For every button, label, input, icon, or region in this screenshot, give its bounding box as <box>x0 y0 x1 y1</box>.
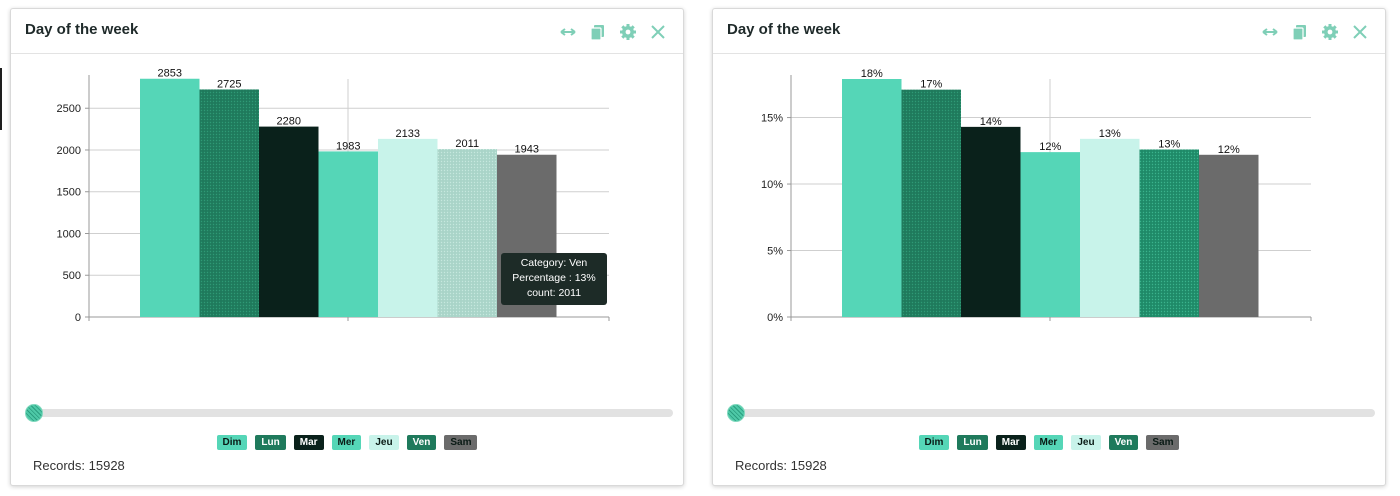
legend-item-mer[interactable]: Mer <box>331 435 362 450</box>
bar-value-label: 2853 <box>158 68 182 80</box>
expand-horizontal-icon[interactable] <box>557 21 579 43</box>
slider-track[interactable] <box>731 409 1375 417</box>
bar-dim[interactable] <box>140 78 200 317</box>
bar-value-label: 2133 <box>396 128 420 140</box>
y-tick-label: 0% <box>767 312 783 323</box>
bar-jeu[interactable] <box>1080 138 1140 317</box>
tooltip-percentage: Percentage : 13% <box>512 272 596 284</box>
legend-item-mar[interactable]: Mar <box>293 435 324 450</box>
expand-horizontal-icon[interactable] <box>1259 21 1281 43</box>
records-count: Records: 15928 <box>33 458 125 473</box>
legend-item-mer[interactable]: Mer <box>1033 435 1064 450</box>
legend-item-sam[interactable]: Sam <box>1146 435 1180 450</box>
bar-value-label: 2011 <box>455 138 479 150</box>
legend-item-lun[interactable]: Lun <box>255 435 286 450</box>
tooltip-category: Category: Ven <box>520 257 588 269</box>
slider-handle[interactable] <box>727 404 745 422</box>
bar-value-label: 12% <box>1218 144 1240 156</box>
panel-toolbar <box>557 21 669 43</box>
copy-icon[interactable] <box>1289 21 1311 43</box>
bar-value-label: 14% <box>980 116 1002 128</box>
bar-mer[interactable] <box>1020 152 1081 317</box>
bar-chart-percentages: 0% 5% 10% 15% 18% 17% 14% 12% 13% 13% 12% <box>761 68 1312 323</box>
y-tick-label: 2000 <box>57 145 81 157</box>
bar-mer[interactable] <box>318 151 379 317</box>
y-tick-label: 500 <box>63 270 81 282</box>
slider-track[interactable] <box>29 409 673 417</box>
legend-item-dim[interactable]: Dim <box>918 435 950 450</box>
copy-icon[interactable] <box>587 21 609 43</box>
chart-tooltip: Category: Ven Percentage : 13% count: 20… <box>501 253 607 305</box>
legend: Dim Lun Mar Mer Jeu Ven Sam <box>713 435 1385 450</box>
chart-panel-counts: Day of the week 0 500 1000 1500 2000 2500 2853… <box>10 8 684 486</box>
bar-lun[interactable] <box>199 89 260 317</box>
legend-item-ven[interactable]: Ven <box>406 435 437 450</box>
panel-header: Day of the week <box>11 9 683 54</box>
legend-item-sam[interactable]: Sam <box>444 435 478 450</box>
panel-header: Day of the week <box>713 9 1385 54</box>
bar-lun[interactable] <box>901 89 962 317</box>
y-tick-label: 15% <box>761 113 783 125</box>
close-icon[interactable] <box>647 21 669 43</box>
bar-mar[interactable] <box>961 126 1021 317</box>
bar-dim[interactable] <box>842 79 902 317</box>
close-icon[interactable] <box>1349 21 1371 43</box>
bar-value-label: 2725 <box>217 78 241 90</box>
bar-value-label: 1983 <box>336 140 360 152</box>
bar-value-label: 2280 <box>277 116 301 128</box>
bar-ven[interactable] <box>437 149 498 317</box>
legend-item-mar[interactable]: Mar <box>995 435 1026 450</box>
bar-jeu[interactable] <box>378 138 438 317</box>
y-tick-label: 1000 <box>57 228 81 240</box>
range-slider[interactable] <box>25 403 673 423</box>
legend-item-jeu[interactable]: Jeu <box>1071 435 1101 450</box>
gear-icon[interactable] <box>1319 21 1341 43</box>
bar-value-label: 1943 <box>515 144 539 156</box>
bar-ven[interactable] <box>1139 149 1200 317</box>
legend-item-dim[interactable]: Dim <box>216 435 248 450</box>
chart-panel-percentages: Day of the week 0% 5% 10% 15% 18% 17% 14% 12% 13… <box>712 8 1386 486</box>
y-tick-label: 0 <box>75 312 81 323</box>
bar-chart-counts: 0 500 1000 1500 2000 2500 2853 2725 2280 1983 2133… <box>57 68 610 323</box>
bar-sam[interactable] <box>1199 154 1259 317</box>
bar-mar[interactable] <box>259 126 319 317</box>
bar-value-label: 12% <box>1039 141 1061 153</box>
window-edge <box>0 68 2 130</box>
slider-handle[interactable] <box>25 404 43 422</box>
bar-value-label: 17% <box>920 79 942 91</box>
bar-value-label: 18% <box>861 68 883 80</box>
records-count: Records: 15928 <box>735 458 827 473</box>
panel-title: Day of the week <box>25 21 139 38</box>
legend-item-jeu[interactable]: Jeu <box>369 435 399 450</box>
range-slider[interactable] <box>727 403 1375 423</box>
bar-value-label: 13% <box>1099 128 1121 140</box>
legend-item-ven[interactable]: Ven <box>1108 435 1139 450</box>
tooltip-count: count: 2011 <box>526 287 582 299</box>
panel-title: Day of the week <box>727 21 841 38</box>
legend-item-lun[interactable]: Lun <box>957 435 988 450</box>
gear-icon[interactable] <box>617 21 639 43</box>
y-tick-label: 10% <box>761 179 783 191</box>
bar-value-label: 13% <box>1158 138 1180 150</box>
y-tick-label: 5% <box>767 246 783 258</box>
y-tick-label: 1500 <box>57 187 81 199</box>
y-tick-label: 2500 <box>57 103 81 115</box>
panel-toolbar <box>1259 21 1371 43</box>
legend: Dim Lun Mar Mer Jeu Ven Sam <box>11 435 683 450</box>
